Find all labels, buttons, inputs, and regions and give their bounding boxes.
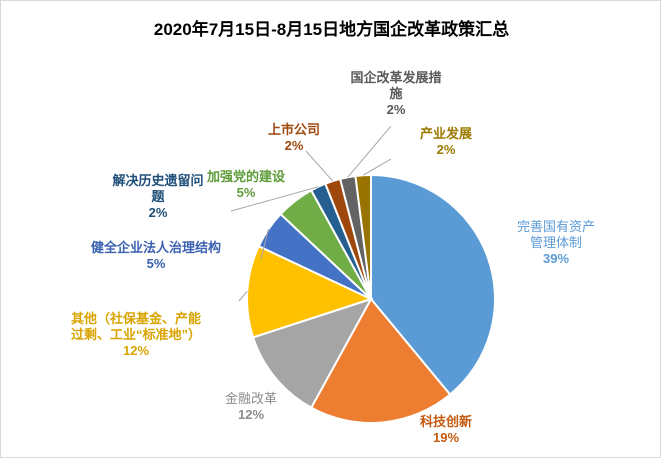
leader-line-10 xyxy=(362,158,392,176)
slice-label-1: 完善国有资产 管理体制 39% xyxy=(491,219,621,267)
pie-slice-4 xyxy=(246,244,374,339)
slice-name: 解决历史遗留问题 xyxy=(112,173,204,204)
slice-name: 上市公司 xyxy=(267,122,320,137)
slice-label-9: 国企改革发展措施 2% xyxy=(331,70,461,118)
slice-label-10: 产业发展 2% xyxy=(391,126,501,158)
pie-slice-2 xyxy=(309,297,452,424)
leader-line-8 xyxy=(305,150,334,182)
slice-name: 国企改革发展措施 xyxy=(350,70,442,101)
chart-title: 2020年7月15日-8月15日地方国企改革政策汇总 xyxy=(153,20,510,39)
slice-percent: 2% xyxy=(436,142,456,157)
slice-name: 金融改革 xyxy=(224,391,277,406)
slice-percent: 19% xyxy=(432,430,460,445)
slice-label-6: 加强党的建设 5% xyxy=(191,169,301,201)
leader-line-4 xyxy=(238,290,248,302)
slice-label-3: 金融改革 12% xyxy=(206,391,296,423)
slice-label-5: 健全企业法人治理结构 5% xyxy=(61,240,251,272)
slice-percent: 39% xyxy=(542,251,570,266)
pie-slice-3 xyxy=(251,297,374,410)
leader-line-7 xyxy=(230,186,319,212)
slice-percent: 2% xyxy=(386,102,406,117)
slice-name: 其他（社保基金、产能 过剩、工业“标准地”） xyxy=(70,311,201,342)
slice-label-7: 解决历史遗留问题 2% xyxy=(93,173,223,221)
slice-label-8: 上市公司 2% xyxy=(239,122,349,154)
pie-slice-10 xyxy=(354,173,372,300)
slice-name: 完善国有资产 管理体制 xyxy=(516,219,595,250)
slice-percent: 12% xyxy=(122,343,150,358)
leader-line-5 xyxy=(260,229,269,260)
slice-percent: 5% xyxy=(146,256,166,271)
slice-name: 加强党的建设 xyxy=(206,169,285,184)
pie-slice-1 xyxy=(370,173,496,396)
slice-name: 科技创新 xyxy=(419,414,472,429)
slice-name: 产业发展 xyxy=(419,126,472,141)
slice-name: 健全企业法人治理结构 xyxy=(90,240,221,255)
slice-percent: 12% xyxy=(237,407,265,422)
slice-percent: 5% xyxy=(236,185,256,200)
slice-percent: 2% xyxy=(284,138,304,153)
slice-percent: 2% xyxy=(148,205,168,220)
leader-line-9 xyxy=(347,125,392,178)
slice-label-4: 其他（社保基金、产能 过剩、工业“标准地”） 12% xyxy=(41,311,231,359)
slice-label-2: 科技创新 19% xyxy=(401,414,491,446)
